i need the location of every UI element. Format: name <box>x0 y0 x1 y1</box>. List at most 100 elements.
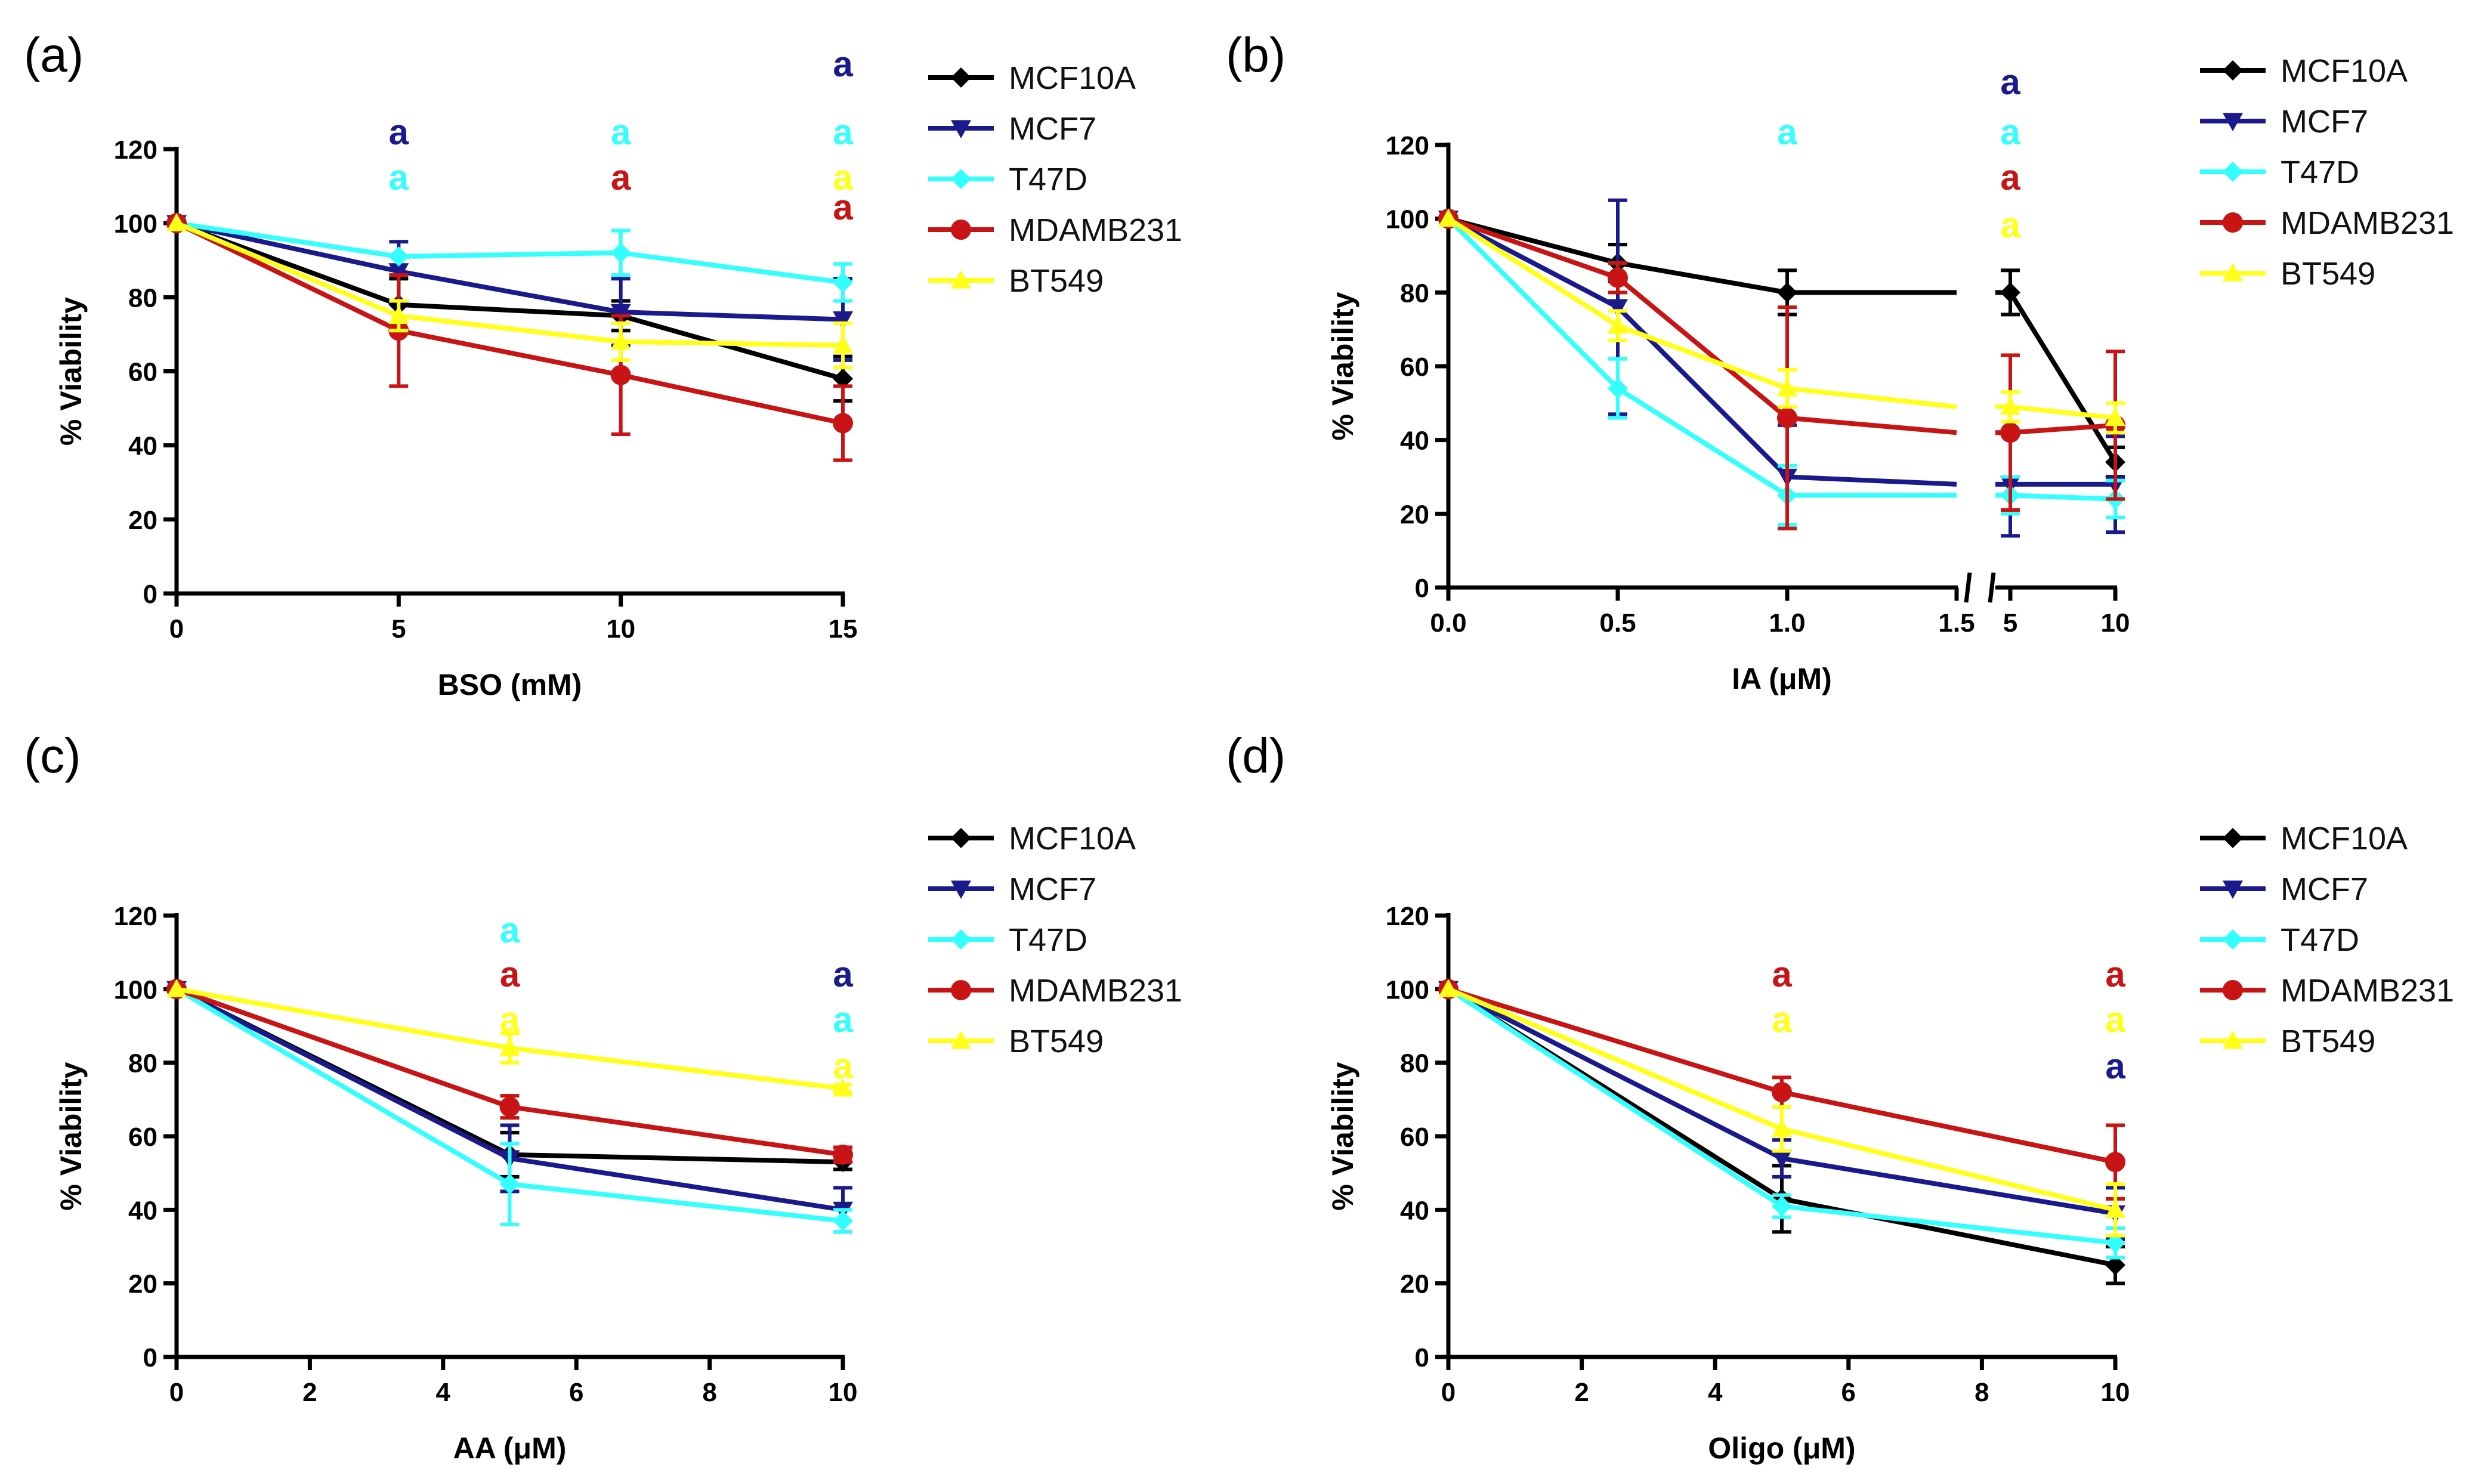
panel-label: (b) <box>1226 28 1286 82</box>
legend-marker <box>2223 212 2243 233</box>
x-tick-label: 0 <box>169 614 184 644</box>
y-tick-label: 40 <box>1400 426 1429 456</box>
data-point <box>610 304 631 323</box>
significance-label: a <box>2000 205 2020 245</box>
y-tick-label: 60 <box>128 1123 157 1152</box>
significance-label: a <box>1772 1000 1792 1040</box>
series-bt549 <box>166 979 853 1097</box>
x-tick-label: 1.5 <box>1938 608 1974 638</box>
significance-label: a <box>833 187 853 227</box>
legend-label: BT549 <box>1009 263 1104 299</box>
series-line <box>1447 216 1957 295</box>
panel-label: (d) <box>1226 729 1286 783</box>
legend-label: T47D <box>2281 154 2359 190</box>
data-point <box>2000 397 2020 415</box>
y-tick-label: 120 <box>1386 902 1429 931</box>
legend-marker <box>2223 880 2243 899</box>
y-tick-label: 100 <box>1386 205 1429 234</box>
legend-label: MCF7 <box>2281 104 2368 140</box>
y-tick-label: 60 <box>1400 1123 1429 1152</box>
significance-label: a <box>500 1000 520 1040</box>
legend-marker <box>2223 828 2243 848</box>
significance-label: a <box>389 112 409 152</box>
data-point <box>1772 1118 1792 1137</box>
y-tick-label: 80 <box>128 283 157 313</box>
data-point <box>499 1174 520 1195</box>
series-line <box>176 221 843 285</box>
x-tick-label: 10 <box>829 1378 858 1407</box>
legend: MCF10A MCF7 T47D MDAMB231 BT549 <box>2200 821 2454 1059</box>
y-axis-label: % Viability <box>1326 1062 1359 1210</box>
legend: MCF10A MCF7 T47D MDAMB231 BT549 <box>928 821 1182 1059</box>
data-point <box>610 242 631 263</box>
legend-marker <box>951 270 971 289</box>
data-point <box>166 979 187 997</box>
series-line <box>1447 217 1957 498</box>
x-axis-label: IA (μM) <box>1732 662 1832 695</box>
y-axis-label: % Viability <box>54 1062 88 1210</box>
data-point <box>499 1096 520 1117</box>
x-tick-label: 4 <box>1708 1378 1723 1407</box>
y-tick-label: 40 <box>1400 1196 1429 1225</box>
legend-marker <box>951 828 971 848</box>
y-axis-label: % Viability <box>54 297 88 446</box>
y-tick-label: 60 <box>128 358 157 387</box>
y-tick-label: 60 <box>1400 353 1429 382</box>
series-line <box>1447 217 1957 487</box>
data-point <box>610 364 631 385</box>
y-tick-label: 40 <box>128 1196 157 1225</box>
legend-label: MCF7 <box>1009 871 1096 907</box>
panel-label: (c) <box>24 729 81 783</box>
legend-marker <box>2223 1031 2243 1049</box>
significance-label: a <box>2105 1046 2125 1086</box>
data-point <box>1777 407 1797 428</box>
data-point <box>833 413 853 434</box>
legend-label: MCF7 <box>2281 871 2368 907</box>
significance-label: a <box>389 157 409 197</box>
legend-label: MCF10A <box>2281 53 2408 89</box>
panel-label: (a) <box>24 28 84 82</box>
legend-label: BT549 <box>1009 1024 1104 1059</box>
data-point <box>2105 1232 2125 1253</box>
series-line <box>175 221 844 381</box>
legend-marker <box>2223 980 2243 1000</box>
series-line <box>175 221 843 348</box>
data-point <box>388 263 409 282</box>
legend-label: MDAMB231 <box>1009 212 1182 248</box>
x-tick-label: 0 <box>1441 1378 1456 1407</box>
significance-label: a <box>2000 62 2020 102</box>
data-point <box>833 1144 853 1165</box>
data-point <box>833 311 853 330</box>
significance-label: a <box>1772 954 1792 994</box>
y-tick-label: 0 <box>143 580 157 609</box>
legend-label: BT549 <box>2281 256 2375 292</box>
y-tick-label: 20 <box>1400 1270 1429 1299</box>
legend-label: T47D <box>2281 922 2359 958</box>
legend-label: MDAMB231 <box>1009 973 1182 1009</box>
y-tick-label: 120 <box>1386 131 1429 160</box>
x-tick-label: 0.0 <box>1430 608 1466 638</box>
x-tick-label: 8 <box>1974 1378 1989 1407</box>
y-tick-label: 0 <box>1415 574 1429 603</box>
data-point <box>1777 282 1797 303</box>
significance-label: a <box>833 1000 853 1040</box>
x-tick-label: 4 <box>436 1378 451 1407</box>
significance-label: a <box>2000 112 2020 152</box>
x-tick-label: 10 <box>2101 608 2130 638</box>
significance-label: a <box>2000 157 2020 197</box>
legend-marker <box>951 67 971 88</box>
y-tick-label: 100 <box>114 209 157 239</box>
data-point <box>1772 1150 1792 1168</box>
series-bt549 <box>1438 979 2125 1238</box>
legend-marker <box>2223 929 2243 950</box>
data-point <box>1608 267 1628 288</box>
series-t47d <box>1438 208 2125 527</box>
x-tick-label: 2 <box>302 1378 317 1407</box>
data-point <box>388 305 409 324</box>
data-point <box>499 1038 520 1056</box>
significance-label: a <box>833 44 853 84</box>
y-tick-label: 20 <box>1400 500 1429 529</box>
x-tick-label: 0.5 <box>1599 608 1636 638</box>
y-tick-label: 80 <box>1400 1049 1429 1078</box>
panel-b: (b) 0 20 40 60 80 100 120 0.0 0.5 1.0 1.5 5 10 IA (μM)… <box>1226 28 2454 695</box>
